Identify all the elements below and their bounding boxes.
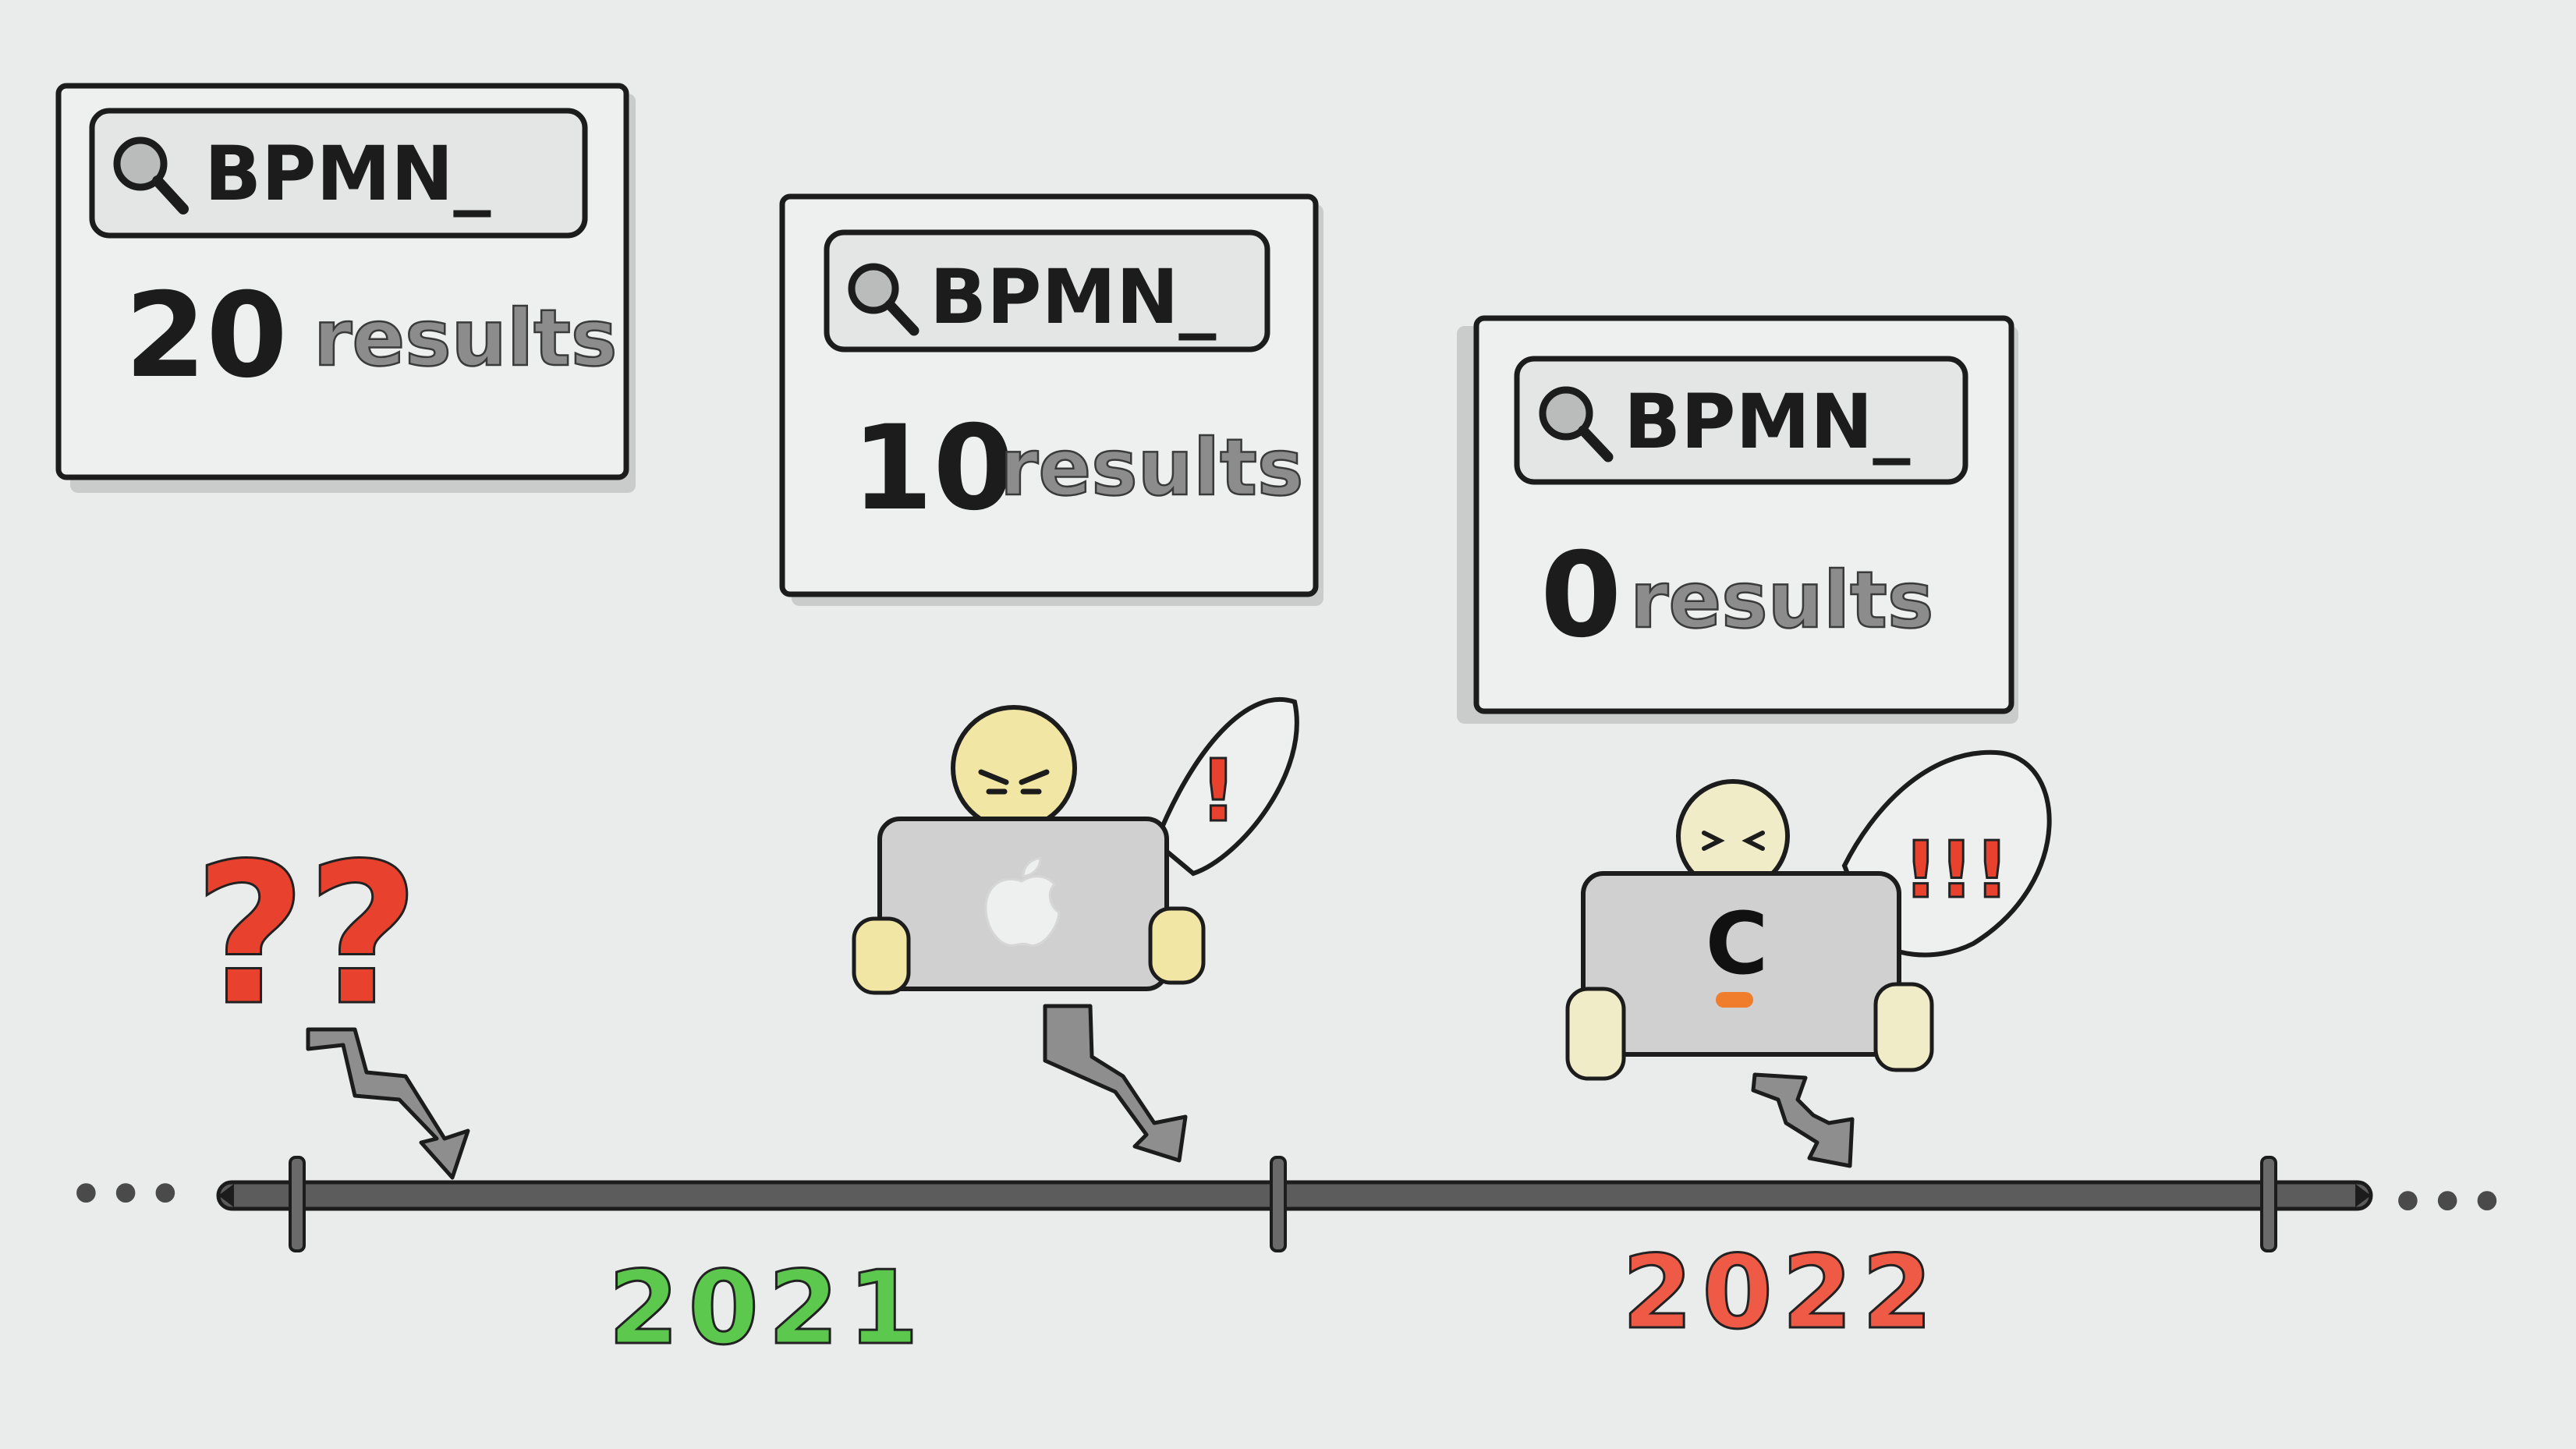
person-distressed: !!! C [1565, 749, 2052, 1081]
search-input [89, 108, 588, 239]
c-logo-icon: C [1706, 894, 1769, 994]
search-icon [1539, 386, 1614, 462]
timeline-tick [1270, 1156, 1287, 1252]
apple-logo-icon [984, 856, 1061, 947]
results-label: results [1000, 422, 1303, 513]
timeline-tick [2260, 1156, 2277, 1252]
search-card-20: BPMN_ 20 results [55, 83, 636, 493]
hand-left [852, 916, 911, 995]
exclamation-mark: ! [1199, 741, 1238, 841]
search-icon [848, 263, 919, 336]
search-card-0: BPMN_ 0 results [1457, 315, 2018, 724]
hand-right [1873, 982, 1934, 1072]
search-query: BPMN_ [204, 130, 491, 218]
arrow-down-icon [1043, 1004, 1188, 1163]
results-label: results [314, 292, 617, 384]
laptop-lid [1581, 871, 1901, 1057]
ellipsis-right: ••• [2390, 1171, 2509, 1235]
timeline-axis [216, 1180, 2373, 1211]
search-card-10: BPMN_ 10 results [779, 193, 1323, 606]
arrow-down-icon [306, 1027, 470, 1180]
angry-eyes-icon [978, 769, 1050, 795]
ellipsis-left: ••• [69, 1163, 187, 1227]
cursor-bar [1716, 992, 1753, 1008]
hand-right [1148, 906, 1206, 985]
search-query: BPMN_ [930, 253, 1216, 341]
results-label: results [1630, 554, 1933, 646]
search-icon [113, 136, 189, 214]
hand-left [1565, 987, 1626, 1081]
person-frustrated: ! [852, 696, 1299, 995]
search-query: BPMN_ [1624, 378, 1910, 466]
search-input [1514, 356, 1968, 485]
result-count: 0 [1540, 528, 1621, 664]
search-input [824, 229, 1270, 353]
year-label-2022: 2022 [1622, 1233, 1942, 1352]
head [951, 705, 1077, 831]
question-marks: ?? [193, 821, 420, 1048]
result-count: 20 [125, 268, 288, 404]
arrow-down-icon [1751, 1072, 1855, 1168]
exclamation-marks: !!! [1903, 824, 2010, 916]
speech-bubble [1153, 696, 1299, 877]
timeline: ••• ••• 2021 2022 [69, 1156, 2509, 1369]
result-count: 10 [852, 401, 1015, 537]
timeline-tick [289, 1156, 306, 1252]
squint-eyes-icon [1702, 831, 1765, 851]
year-label-2021: 2021 [608, 1249, 928, 1367]
